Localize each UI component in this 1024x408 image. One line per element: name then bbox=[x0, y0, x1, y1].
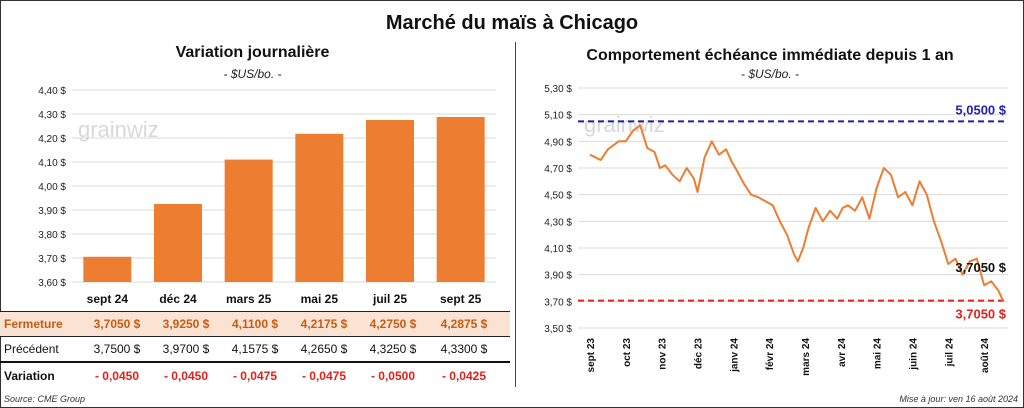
y-tick-label: 5,30 $ bbox=[544, 84, 572, 95]
table-row-fermeture: Fermeture 3,7050 $ 3,9250 $ 4,1100 $ 4,2… bbox=[0, 311, 510, 337]
x-tick-label: avr 24 bbox=[837, 338, 848, 367]
table-row-precedent: Précédent 3,7500 $ 3,9700 $ 4,1575 $ 4,2… bbox=[0, 337, 510, 363]
table-cell: 3,9250 $ bbox=[162, 317, 210, 331]
x-tick-label: janv 24 bbox=[729, 338, 740, 373]
line-chart-subtitle: - $US/bo. - bbox=[740, 67, 800, 81]
table-cell: - 0,0450 bbox=[163, 369, 209, 383]
line-chart: 3,50 $ 3,70 $ 3,90 $ 4,10 $ 4,30 $ 4,50 $ 4,70… bbox=[544, 84, 1008, 376]
table-cell: 4,2650 $ bbox=[300, 342, 348, 356]
watermark: grainwiz bbox=[584, 112, 665, 137]
table-cell: 4,1575 $ bbox=[231, 342, 279, 356]
y-tick-label: 4,10 $ bbox=[544, 244, 572, 255]
x-tick-label: août 24 bbox=[980, 338, 991, 373]
y-tick-label: 3,50 $ bbox=[544, 324, 572, 335]
update-note: Mise à jour: ven 16 août 2024 bbox=[899, 394, 1018, 404]
bar bbox=[224, 159, 273, 282]
x-tick-label: févr 24 bbox=[765, 338, 776, 371]
line-chart-title: Comportement échéance immédiate depuis 1… bbox=[586, 47, 954, 64]
y-tick-label: 4,10 $ bbox=[38, 158, 66, 169]
y-tick-label: 4,40 $ bbox=[38, 86, 66, 97]
table-cell: - 0,0450 bbox=[94, 369, 140, 383]
x-category-label: sept 25 bbox=[440, 292, 482, 306]
last-price-label: 3,7050 $ bbox=[955, 260, 1006, 275]
bar bbox=[83, 256, 132, 282]
bar bbox=[436, 117, 485, 282]
x-tick-label: mai 24 bbox=[873, 338, 884, 370]
table-cell: 4,1100 $ bbox=[231, 317, 279, 331]
y-tick-label: 4,00 $ bbox=[38, 182, 66, 193]
table-cell: 4,2175 $ bbox=[300, 317, 348, 331]
table-cell: - 0,0475 bbox=[301, 369, 347, 383]
x-tick-label: nov 23 bbox=[658, 338, 669, 370]
page-title: Marché du maïs à Chicago bbox=[385, 12, 639, 34]
x-category-label: mai 25 bbox=[301, 292, 339, 306]
bar-chart-title: Variation journalière bbox=[175, 44, 330, 61]
x-tick-label: juil 24 bbox=[944, 338, 955, 368]
x-category-label: sept 24 bbox=[87, 292, 129, 306]
source-note: Source: CME Group bbox=[4, 394, 86, 404]
watermark: grainwiz bbox=[78, 117, 159, 142]
table-cell: 4,3300 $ bbox=[440, 342, 488, 356]
bar-chart: 3,60 $ 3,70 $ 3,80 $ 3,90 $ 4,00 $ 4,10 $ 4,20… bbox=[38, 86, 496, 306]
y-tick-label: 5,10 $ bbox=[544, 111, 572, 122]
table-cell: 3,9700 $ bbox=[162, 342, 210, 356]
table-cell: 4,3250 $ bbox=[369, 342, 417, 356]
x-tick-label: oct 23 bbox=[622, 338, 633, 367]
table-cell: 3,7050 $ bbox=[93, 317, 141, 331]
row-label-precedent: Précédent bbox=[4, 342, 59, 356]
bar bbox=[295, 133, 344, 282]
price-series-line bbox=[589, 124, 1005, 302]
table-cell: - 0,0475 bbox=[232, 369, 278, 383]
y-tick-label: 4,30 $ bbox=[38, 110, 66, 121]
y-tick-label: 4,70 $ bbox=[544, 164, 572, 175]
y-tick-label: 4,50 $ bbox=[544, 191, 572, 202]
y-tick-label: 3,90 $ bbox=[38, 206, 66, 217]
table-cell: - 0,0500 bbox=[370, 369, 416, 383]
x-category-label: juil 25 bbox=[372, 292, 407, 306]
y-tick-label: 3,70 $ bbox=[38, 254, 66, 265]
high-label: 5,0500 $ bbox=[955, 102, 1006, 117]
x-tick-label: sept 23 bbox=[586, 338, 597, 373]
y-tick-label: 3,80 $ bbox=[38, 230, 66, 241]
bar bbox=[154, 204, 202, 282]
x-tick-label: mars 24 bbox=[801, 338, 812, 376]
bar-chart-subtitle: - $US/bo. - bbox=[223, 67, 282, 81]
x-category-label: déc 24 bbox=[159, 292, 197, 306]
row-label-variation: Variation bbox=[4, 369, 55, 383]
x-tick-label: juin 24 bbox=[908, 338, 919, 371]
y-tick-label: 4,30 $ bbox=[544, 217, 572, 228]
y-tick-label: 3,90 $ bbox=[544, 271, 572, 282]
y-tick-label: 4,20 $ bbox=[38, 134, 66, 145]
table-row-variation: Variation - 0,0450 - 0,0450 - 0,0475 - 0… bbox=[0, 364, 510, 388]
table-cell: - 0,0425 bbox=[441, 369, 487, 383]
x-tick-label: déc 23 bbox=[693, 338, 704, 370]
y-tick-label: 3,60 $ bbox=[38, 278, 66, 289]
table-cell: 4,2875 $ bbox=[440, 317, 488, 331]
panel-divider bbox=[515, 42, 516, 387]
y-tick-label: 4,90 $ bbox=[544, 137, 572, 148]
low-label: 3,7050 $ bbox=[955, 307, 1006, 322]
table-cell: 4,2750 $ bbox=[369, 317, 417, 331]
table-cell: 3,7500 $ bbox=[93, 342, 141, 356]
bar bbox=[366, 120, 414, 282]
x-category-label: mars 25 bbox=[226, 292, 272, 306]
row-label-fermeture: Fermeture bbox=[4, 317, 63, 331]
y-tick-label: 3,70 $ bbox=[544, 297, 572, 308]
